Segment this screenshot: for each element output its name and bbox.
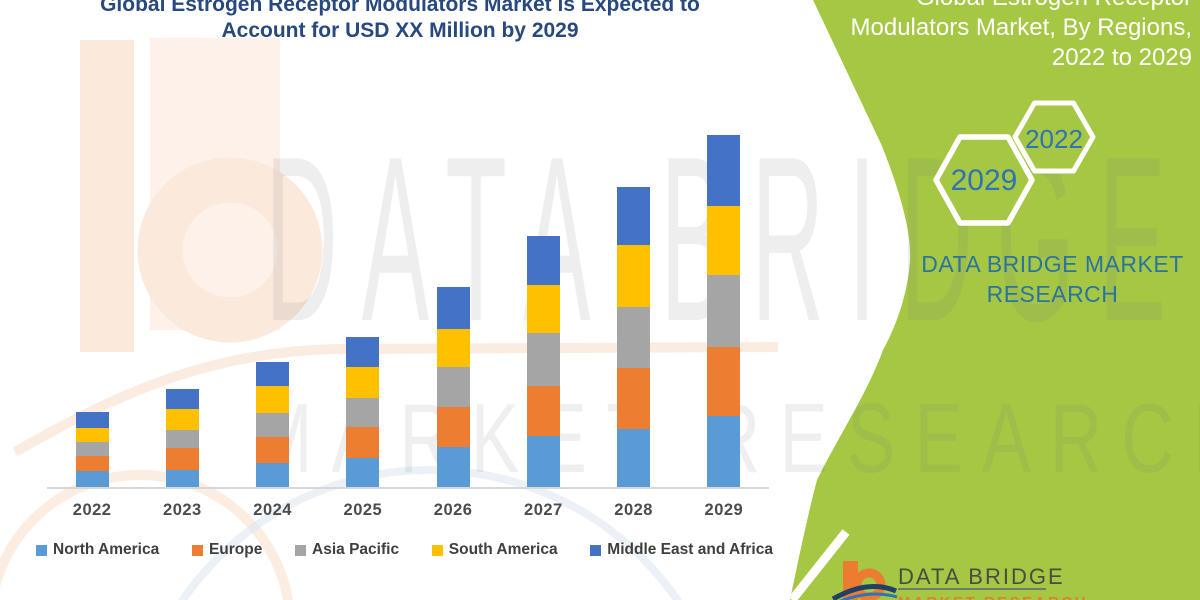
chart-title: Global Estrogen Receptor Modulators Mark…	[38, 0, 762, 44]
legend-item-south-america: South America	[431, 541, 558, 559]
bar-segment-asia-pacific-2026	[436, 367, 470, 407]
x-axis-label-2024: 2024	[253, 501, 292, 519]
stacked-bar-2028	[617, 187, 651, 488]
stacked-bar-2024	[256, 362, 290, 488]
bar-segment-south-america-2023	[165, 409, 199, 430]
bar-segment-asia-pacific-2024	[256, 413, 290, 437]
stacked-bar-2027	[526, 236, 560, 488]
legend-label: Europe	[208, 541, 263, 558]
bar-segment-middle-east-and-africa-2027	[526, 236, 560, 285]
bar-segment-north-america-2027	[526, 436, 560, 488]
panel-heading-line3: 2022 to 2029	[1051, 44, 1192, 71]
bar-segment-europe-2024	[256, 437, 290, 463]
bar-segment-south-america-2024	[256, 386, 290, 413]
bar-segment-europe-2026	[436, 407, 470, 447]
brand-name-line1: DATA BRIDGE MARKET	[921, 251, 1184, 277]
footer-logo-underline	[898, 588, 1046, 590]
x-axis-label-2026: 2026	[433, 501, 473, 519]
bar-segment-north-america-2025	[346, 458, 380, 488]
bar-segment-middle-east-and-africa-2026	[436, 287, 470, 329]
white-diagonal-line	[788, 529, 850, 600]
bar-segment-south-america-2025	[346, 367, 380, 398]
stacked-bar-2026	[436, 287, 470, 488]
chart-legend: North America Europe Asia Pacific South Ame…	[36, 541, 773, 559]
stacked-bar-2025	[346, 337, 380, 488]
legend-swatch-icon	[295, 544, 307, 556]
legend-item-north-america: North America	[36, 541, 159, 559]
bar-segment-asia-pacific-2025	[346, 398, 380, 427]
legend-item-asia-pacific: Asia Pacific	[295, 541, 399, 559]
bar-segment-north-america-2024	[256, 463, 290, 488]
hexagon-small	[1012, 100, 1096, 174]
bar-segment-asia-pacific-2022	[75, 442, 109, 456]
legend-label: North America	[53, 541, 160, 558]
stacked-bar-2029	[707, 135, 741, 488]
green-panel	[790, 0, 1200, 600]
bar-segment-middle-east-and-africa-2029	[707, 135, 741, 206]
bar-segment-south-america-2027	[526, 285, 560, 333]
x-axis-label-2028: 2028	[614, 501, 653, 519]
legend-label: Middle East and Africa	[607, 541, 773, 558]
panel-heading-line1: Global Estrogen Receptor	[772, 0, 1192, 13]
hexagon-large	[933, 134, 1035, 226]
legend-item-middle-east-and-africa: Middle East and Africa	[590, 541, 773, 559]
legend-label: Asia Pacific	[312, 541, 400, 558]
bar-segment-europe-2025	[346, 427, 380, 458]
bar-segment-south-america-2022	[75, 428, 109, 442]
footer-logo-wordmark: DATA BRIDGE	[898, 564, 1065, 589]
x-axis-labels: 2022 2023 2024 2025 2026 2027 2028 2029	[47, 501, 769, 520]
bar-segment-north-america-2028	[617, 429, 651, 488]
peach-logo-watermark	[0, 38, 779, 600]
bar-segment-middle-east-and-africa-2022	[75, 412, 109, 428]
bar-segment-north-america-2029	[707, 416, 741, 488]
bar-segment-asia-pacific-2029	[707, 275, 741, 347]
bar-segment-asia-pacific-2023	[165, 430, 199, 448]
bar-segment-europe-2027	[526, 386, 560, 436]
legend-swatch-icon	[36, 544, 47, 556]
bar-segment-asia-pacific-2028	[617, 307, 651, 368]
x-axis-label-2029: 2029	[704, 501, 744, 519]
brand-name-line2: RESEARCH	[986, 281, 1119, 307]
bar-segment-south-america-2029	[707, 206, 741, 275]
legend-swatch-icon	[191, 544, 203, 556]
x-axis-label-2022: 2022	[72, 501, 112, 519]
bar-segment-north-america-2023	[165, 470, 199, 488]
hexagon-large-year-label: 2029	[950, 164, 1018, 197]
bar-segment-south-america-2028	[617, 245, 651, 307]
x-axis-label-2027: 2027	[524, 501, 563, 519]
stacked-bar-2022	[75, 412, 109, 488]
legend-item-europe: Europe	[191, 541, 263, 559]
hexagon-small-year-label: 2022	[1025, 124, 1083, 154]
bar-segment-north-america-2022	[75, 471, 109, 488]
panel-heading-line2: Modulators Market, By Regions,	[850, 14, 1192, 41]
stacked-bar-2023	[165, 389, 199, 488]
data-bridge-logo-icon	[831, 561, 898, 600]
bar-plot-area	[47, 100, 769, 488]
footer-logo-subtitle: MARKET RESEARCH	[898, 594, 1088, 600]
bar-segment-europe-2022	[75, 456, 109, 471]
bar-segment-middle-east-and-africa-2024	[256, 362, 290, 386]
legend-swatch-icon	[590, 544, 602, 556]
chart-title-line1: Global Estrogen Receptor Modulators Mark…	[100, 0, 700, 16]
bar-segment-asia-pacific-2027	[526, 333, 560, 386]
chart-title-line2: Account for USD XX Million by 2029	[221, 19, 579, 42]
bar-segment-middle-east-and-africa-2025	[346, 337, 380, 367]
x-axis-line	[47, 487, 769, 489]
bar-segment-europe-2023	[165, 448, 199, 470]
legend-swatch-icon	[431, 544, 443, 556]
x-axis-label-2025: 2025	[343, 501, 383, 519]
brand-name: DATA BRIDGE MARKET RESEARCH	[900, 249, 1200, 309]
x-axis-label-2023: 2023	[163, 501, 202, 519]
bar-segment-europe-2028	[617, 368, 651, 429]
bar-segment-south-america-2026	[436, 329, 470, 367]
bar-segment-europe-2029	[707, 347, 741, 416]
bar-segment-middle-east-and-africa-2028	[617, 187, 651, 245]
bar-segment-north-america-2026	[436, 447, 470, 488]
panel-heading: Global Estrogen Receptor Modulators Mark…	[772, 0, 1192, 73]
bar-segment-middle-east-and-africa-2023	[165, 389, 199, 409]
legend-label: South America	[448, 541, 558, 558]
